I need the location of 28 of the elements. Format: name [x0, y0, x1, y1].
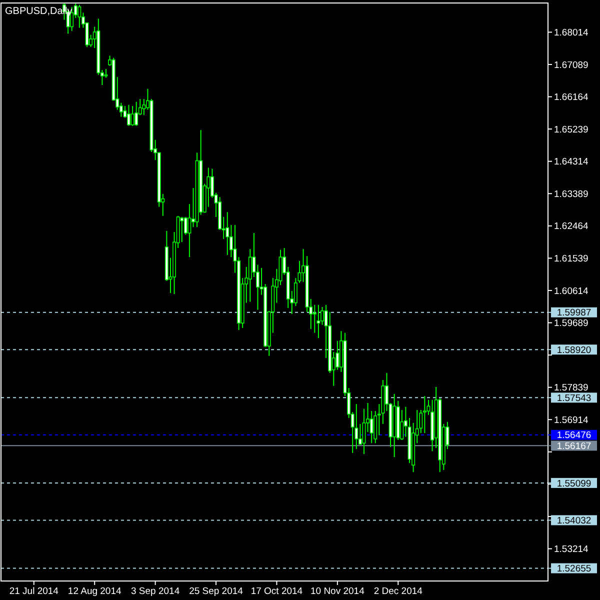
y-tick-label: 1.66164: [554, 92, 588, 104]
ref-line-label: 1.56476: [556, 430, 592, 442]
ref-line-label: 1.58920: [556, 344, 592, 356]
y-tick-label: 1.67089: [554, 60, 588, 71]
x-tick-label: 21 Jul 2014: [9, 586, 58, 597]
x-tick-label: 25 Sep 2014: [189, 586, 243, 597]
y-tick-label: 1.65239: [554, 124, 588, 136]
y-tick-label: 1.68014: [554, 28, 588, 39]
y-tick-label: 1.53214: [554, 544, 588, 556]
y-tick-label: 1.59689: [554, 318, 588, 330]
ref-line-label: 1.52655: [556, 564, 592, 575]
y-tick-label: 1.64314: [554, 156, 588, 168]
x-tick-label: 10 Nov 2014: [310, 586, 364, 597]
ref-line-label: 1.57543: [556, 392, 592, 404]
y-tick-label: 1.57839: [554, 382, 588, 394]
y-tick-label: 1.61539: [554, 254, 588, 265]
y-tick-label: 1.63389: [554, 188, 588, 200]
y-tick-label: 1.62464: [554, 221, 588, 232]
y-tick-label: 1.60614: [554, 286, 588, 297]
y-tick-label: 1.56914: [554, 414, 588, 426]
ref-line-label: 1.54032: [556, 516, 592, 527]
x-tick-label: 2 Dec 2014: [374, 586, 422, 597]
x-tick-label: 12 Aug 2014: [68, 586, 122, 597]
x-tick-label: 3 Sep 2014: [131, 586, 180, 597]
ref-line-label: 1.55099: [556, 478, 592, 490]
x-tick-label: 17 Oct 2014: [250, 586, 303, 597]
ref-line-label: 1.56167: [556, 441, 592, 452]
ref-line-label: 1.59987: [556, 308, 592, 319]
